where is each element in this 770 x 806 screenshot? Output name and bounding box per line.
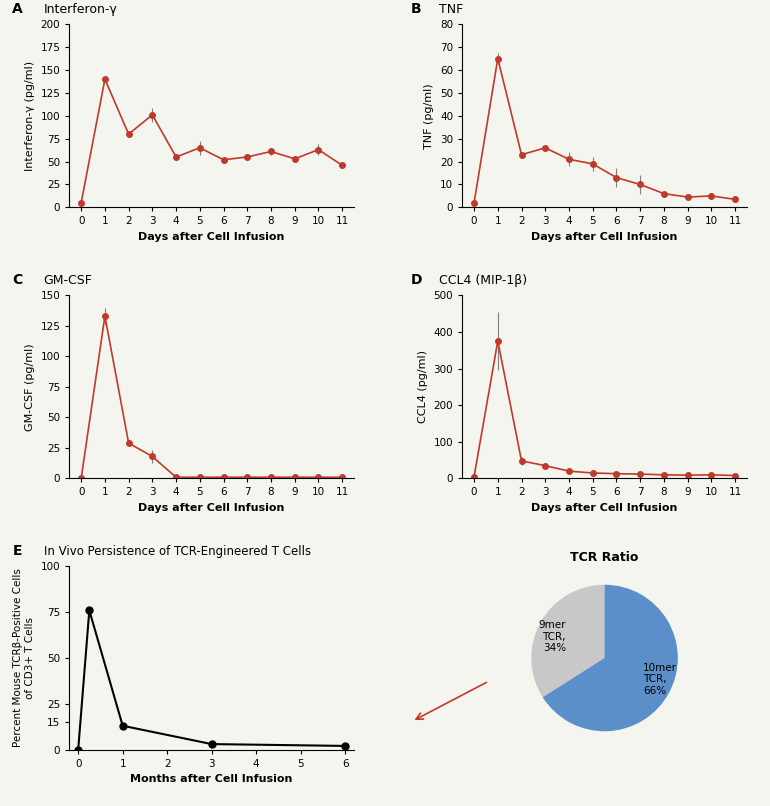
Text: 9mer
TCR,
34%: 9mer TCR, 34% (538, 620, 566, 654)
X-axis label: Months after Cell Infusion: Months after Cell Infusion (130, 775, 293, 784)
Wedge shape (531, 584, 604, 697)
Text: 10mer
TCR,
66%: 10mer TCR, 66% (643, 663, 677, 696)
X-axis label: Days after Cell Infusion: Days after Cell Infusion (139, 503, 285, 513)
Text: D: D (411, 273, 423, 287)
Y-axis label: TNF (pg/ml): TNF (pg/ml) (424, 83, 434, 148)
Text: CCL4 (MIP-1β): CCL4 (MIP-1β) (440, 274, 527, 287)
Text: A: A (12, 2, 23, 16)
Title: TCR Ratio: TCR Ratio (571, 550, 639, 564)
Text: GM-CSF: GM-CSF (44, 274, 92, 287)
X-axis label: Days after Cell Infusion: Days after Cell Infusion (531, 232, 678, 242)
X-axis label: Days after Cell Infusion: Days after Cell Infusion (531, 503, 678, 513)
Text: E: E (12, 544, 22, 559)
Y-axis label: Percent Mouse TCRβ-Positive Cells
of CD3+ T Cells: Percent Mouse TCRβ-Positive Cells of CD3… (14, 568, 35, 747)
X-axis label: Days after Cell Infusion: Days after Cell Infusion (139, 232, 285, 242)
Y-axis label: Interferon-γ (pg/ml): Interferon-γ (pg/ml) (25, 60, 35, 171)
Y-axis label: GM-CSF (pg/ml): GM-CSF (pg/ml) (25, 343, 35, 430)
Text: Interferon-γ: Interferon-γ (44, 3, 118, 16)
Text: In Vivo Persistence of TCR-Engineered T Cells: In Vivo Persistence of TCR-Engineered T … (44, 546, 311, 559)
Text: TNF: TNF (440, 3, 464, 16)
Wedge shape (543, 584, 678, 731)
Text: B: B (411, 2, 421, 16)
Text: C: C (12, 273, 22, 287)
Y-axis label: CCL4 (pg/ml): CCL4 (pg/ml) (418, 351, 428, 423)
